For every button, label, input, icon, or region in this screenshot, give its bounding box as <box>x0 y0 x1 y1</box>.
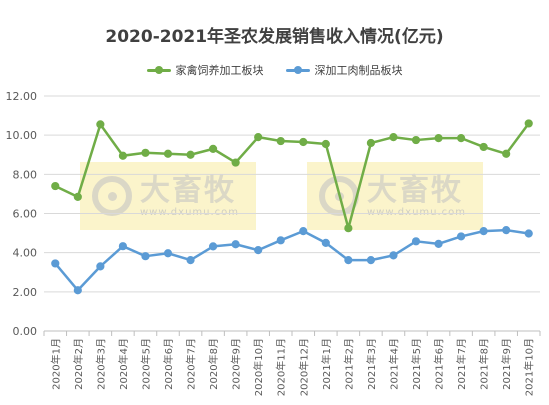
x-tick-label: 2021年7月 <box>455 338 468 390</box>
legend-swatch-processed-meat <box>285 65 310 75</box>
data-point-1 <box>208 242 218 251</box>
legend-label-processed-meat: 深加工肉制品板块 <box>314 64 403 77</box>
data-point-0 <box>163 149 173 158</box>
data-point-1 <box>524 229 533 238</box>
watermark-brand: 大畜牧 <box>367 172 463 208</box>
watermark-url: www.dxumu.com <box>367 206 467 218</box>
legend-label-poultry: 家禽饲养加工板块 <box>175 64 264 77</box>
x-tick-label: 2020年9月 <box>230 338 243 390</box>
data-point-1 <box>276 236 285 245</box>
data-point-1 <box>479 227 488 236</box>
x-tick-label: 2020年11月 <box>275 338 288 396</box>
data-point-1 <box>231 240 240 249</box>
x-tick-label: 2020年1月 <box>49 338 62 390</box>
x-tick-label: 2021年9月 <box>500 338 513 390</box>
x-tick-label: 2021年3月 <box>365 338 378 390</box>
data-point-0 <box>51 181 60 191</box>
data-point-0 <box>186 150 195 159</box>
x-tick-label: 2021年1月 <box>320 338 333 390</box>
x-tick-label: 2020年6月 <box>162 338 175 390</box>
data-point-1 <box>141 252 150 261</box>
x-tick-label: 2021年4月 <box>387 338 400 390</box>
watermark-right: 大畜牧 www.dxumu.com <box>307 162 483 230</box>
data-point-0 <box>524 119 533 128</box>
x-tick-label: 2020年8月 <box>207 338 220 390</box>
data-point-0 <box>456 134 466 143</box>
series-line-1 <box>54 228 529 292</box>
data-point-1 <box>73 286 82 295</box>
data-point-0 <box>118 151 128 160</box>
data-point-0 <box>434 134 443 143</box>
data-point-1 <box>254 246 263 255</box>
data-point-0 <box>366 138 376 148</box>
data-point-1 <box>163 249 173 258</box>
data-point-0 <box>208 144 218 153</box>
legend-item-poultry: 家禽饲养加工板块 <box>146 62 264 78</box>
series-line-0 <box>54 122 530 230</box>
data-point-1 <box>502 226 511 235</box>
y-tick-label: 10.00 <box>6 129 38 142</box>
data-point-0 <box>479 142 488 152</box>
y-tick-label: 8.00 <box>13 168 38 181</box>
data-point-1 <box>344 256 353 265</box>
data-point-0 <box>141 148 150 157</box>
watermark-brand: 大畜牧 <box>140 172 236 208</box>
x-tick-label: 2020年5月 <box>139 338 152 390</box>
y-tick-label: 4.00 <box>13 247 38 260</box>
x-tick-label: 2021年5月 <box>410 338 423 390</box>
data-point-1 <box>434 239 443 248</box>
x-tick-label: 2020年3月 <box>94 338 107 390</box>
x-tick-label: 2021年6月 <box>433 338 446 390</box>
data-point-0 <box>231 158 240 167</box>
data-point-1 <box>321 238 330 247</box>
data-point-1 <box>51 259 60 268</box>
data-point-1 <box>118 242 128 251</box>
legend: 家禽饲养加工板块 深加工肉制品板块 <box>0 62 549 78</box>
data-point-0 <box>73 192 82 201</box>
x-tick-label: 2020年10月 <box>252 338 265 396</box>
data-point-0 <box>389 133 398 142</box>
x-tick-label: 2020年12月 <box>297 338 310 396</box>
data-point-0 <box>344 224 353 233</box>
data-point-1 <box>411 237 421 246</box>
data-point-1 <box>299 227 308 236</box>
x-tick-label: 2021年10月 <box>523 338 536 396</box>
data-point-1 <box>96 262 105 271</box>
data-point-1 <box>366 256 376 265</box>
x-tick-label: 2021年8月 <box>478 338 491 390</box>
watermark-url: www.dxumu.com <box>140 206 240 218</box>
x-tick-label: 2021年2月 <box>342 338 355 390</box>
data-point-0 <box>254 133 263 142</box>
legend-swatch-poultry <box>146 65 171 75</box>
x-tick-label: 2020年7月 <box>185 338 198 390</box>
data-point-0 <box>411 135 421 145</box>
x-tick-label: 2020年4月 <box>117 338 130 390</box>
y-tick-label: 12.00 <box>6 90 38 103</box>
data-point-0 <box>276 136 285 146</box>
x-tick-label: 2020年2月 <box>72 338 85 390</box>
data-point-0 <box>502 149 511 158</box>
chart-title: 2020-2021年圣农发展销售收入情况(亿元) <box>105 27 444 47</box>
y-tick-label: 2.00 <box>13 286 38 299</box>
data-point-0 <box>299 137 308 147</box>
legend-item-processed-meat: 深加工肉制品板块 <box>285 62 403 78</box>
y-tick-label: 6.00 <box>13 208 38 221</box>
y-tick-label: 0.00 <box>13 325 38 338</box>
data-point-1 <box>389 251 398 260</box>
data-point-0 <box>321 139 330 149</box>
data-point-0 <box>96 120 105 129</box>
data-point-1 <box>186 256 195 265</box>
data-point-1 <box>456 232 466 241</box>
